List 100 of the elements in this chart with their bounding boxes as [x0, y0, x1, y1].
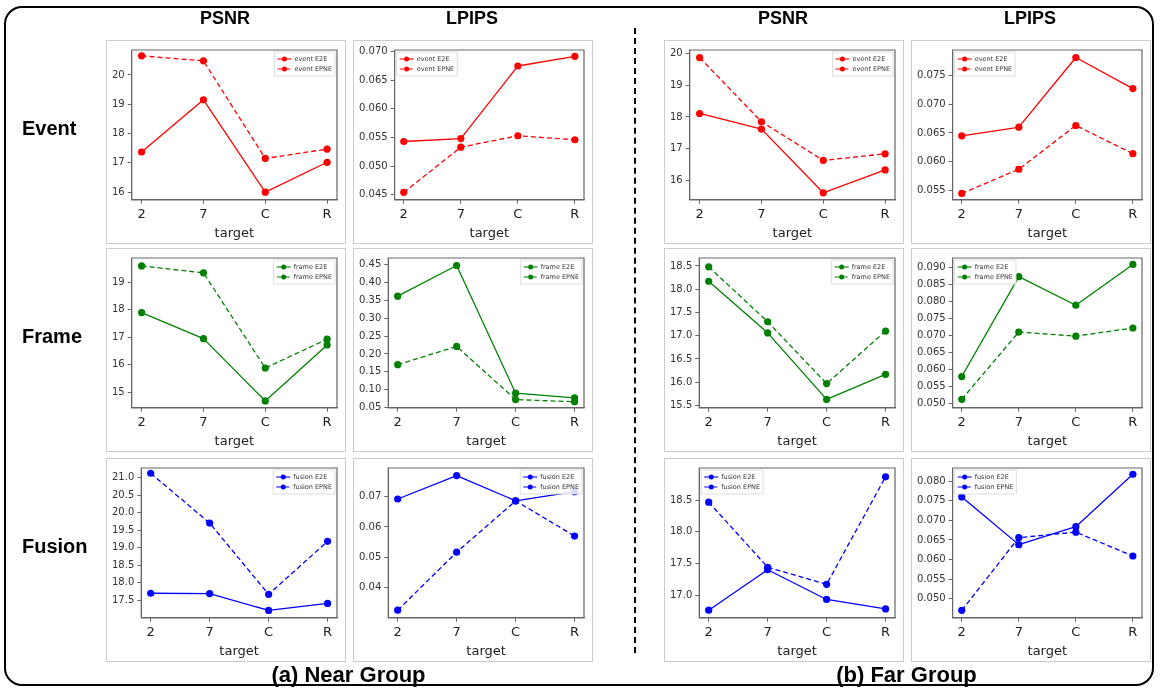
y-tick-label: 17.0 — [670, 329, 693, 341]
y-tick-label: 0.050 — [916, 397, 946, 409]
x-axis-title: target — [1027, 224, 1068, 240]
y-tick-label: 20 — [669, 47, 683, 59]
y-tick-label: 0.055 — [358, 131, 388, 143]
y-tick-label: 0.080 — [916, 295, 946, 307]
x-tick-label: R — [880, 205, 890, 221]
x-tick-label: C — [822, 623, 832, 639]
x-tick-label: 2 — [704, 413, 713, 429]
x-tick-label: 2 — [399, 205, 408, 221]
y-tick-label: 16.5 — [670, 352, 693, 364]
x-tick-label: 2 — [704, 623, 713, 639]
x-tick-label: 7 — [456, 205, 465, 221]
y-tick-label: 0.090 — [916, 261, 946, 273]
x-tick-label: 7 — [1014, 205, 1023, 221]
y-tick-label: 0.04 — [359, 581, 382, 593]
y-tick-label: 15.5 — [670, 399, 693, 411]
y-tick-label: 18.5 — [670, 259, 693, 271]
y-tick-label: 18.0 — [670, 525, 693, 537]
y-tick-label: 0.060 — [358, 102, 388, 114]
y-tick-label: 0.070 — [916, 514, 946, 525]
y-tick-label: 0.075 — [916, 494, 946, 506]
x-tick-label: C — [511, 623, 521, 639]
x-tick-label: 2 — [393, 623, 402, 639]
y-tick-label: 0.060 — [916, 363, 946, 375]
y-tick-label: 18.0 — [670, 282, 693, 294]
x-axis-title: target — [219, 642, 259, 658]
x-tick-label: C — [513, 205, 523, 221]
x-tick-label: R — [1128, 205, 1138, 221]
x-tick-label: C — [511, 413, 521, 429]
y-tick-label: 0.070 — [916, 329, 946, 341]
y-tick-label: 17.0 — [670, 588, 693, 600]
chart-title: PSNR — [199, 8, 251, 29]
y-tick-label: 17 — [111, 330, 125, 342]
y-tick-label: 0.15 — [359, 365, 382, 377]
x-tick-label: 7 — [763, 413, 772, 429]
y-tick-label: 0.085 — [916, 278, 946, 290]
x-tick-label: 2 — [695, 205, 704, 221]
y-tick-label: 16 — [669, 174, 683, 186]
y-tick-label: 19.0 — [112, 541, 135, 553]
y-tick-label: 17 — [111, 156, 125, 168]
y-tick-label: 0.07 — [359, 490, 382, 502]
x-tick-label: R — [570, 623, 580, 639]
x-tick-label: R — [322, 205, 332, 221]
y-tick-label: 0.080 — [916, 474, 946, 486]
x-axis-title: target — [214, 224, 255, 240]
x-tick-label: R — [322, 413, 332, 429]
x-tick-label: R — [570, 205, 580, 221]
x-tick-label: C — [1071, 205, 1081, 221]
y-tick-label: 18 — [669, 110, 683, 122]
x-tick-label: 7 — [763, 623, 772, 639]
x-axis-title: target — [469, 224, 510, 240]
y-tick-label: 0.075 — [916, 312, 946, 324]
y-tick-label: 0.070 — [358, 45, 388, 57]
x-axis-title: target — [214, 432, 255, 448]
x-axis-title: target — [772, 224, 813, 240]
y-tick-label: 18.0 — [112, 576, 135, 588]
y-tick-label: 0.055 — [916, 380, 946, 392]
x-tick-label: R — [1128, 623, 1138, 639]
y-tick-label: 16 — [111, 358, 125, 370]
y-tick-label: 0.070 — [916, 97, 946, 109]
y-tick-label: 0.065 — [916, 346, 946, 358]
x-tick-label: C — [822, 413, 832, 429]
x-tick-label: 2 — [146, 623, 155, 639]
x-tick-label: C — [264, 623, 274, 639]
y-tick-label: 0.20 — [359, 347, 382, 359]
x-tick-label: 7 — [757, 205, 766, 221]
x-axis-title: target — [1027, 642, 1068, 658]
chart-title: LPIPS — [1003, 8, 1057, 29]
y-tick-label: 21.0 — [112, 471, 135, 483]
y-tick-label: 20.5 — [112, 488, 135, 500]
y-tick-label: 16 — [111, 185, 125, 197]
y-tick-label: 0.060 — [916, 155, 946, 167]
x-axis-title: target — [466, 642, 506, 658]
y-tick-label: 18 — [111, 303, 125, 315]
y-tick-label: 0.25 — [359, 329, 382, 341]
y-tick-label: 0.40 — [359, 276, 382, 288]
y-tick-label: 16.0 — [670, 375, 693, 387]
x-tick-label: R — [881, 623, 891, 639]
y-tick-label: 17.5 — [112, 593, 135, 605]
x-axis-title: target — [777, 642, 817, 658]
y-tick-label: 0.05 — [359, 401, 382, 413]
x-tick-label: C — [260, 205, 270, 221]
x-tick-label: 2 — [957, 205, 966, 221]
x-tick-label: R — [1128, 413, 1138, 429]
x-tick-label: C — [260, 413, 270, 429]
y-tick-label: 0.050 — [358, 159, 388, 171]
x-tick-label: 2 — [137, 205, 146, 221]
x-tick-label: 2 — [393, 413, 402, 429]
y-tick-label: 0.060 — [916, 553, 946, 565]
x-tick-label: 7 — [452, 413, 461, 429]
y-tick-label: 0.30 — [359, 311, 382, 323]
y-tick-label: 0.055 — [916, 572, 946, 584]
chart-title: PSNR — [757, 8, 809, 29]
x-tick-label: C — [1071, 413, 1081, 429]
x-tick-label: 7 — [452, 623, 461, 639]
x-tick-label: 7 — [1014, 623, 1023, 639]
y-tick-label: 19 — [669, 78, 683, 90]
x-axis-title: target — [777, 432, 817, 448]
y-tick-label: 17.5 — [670, 306, 693, 318]
